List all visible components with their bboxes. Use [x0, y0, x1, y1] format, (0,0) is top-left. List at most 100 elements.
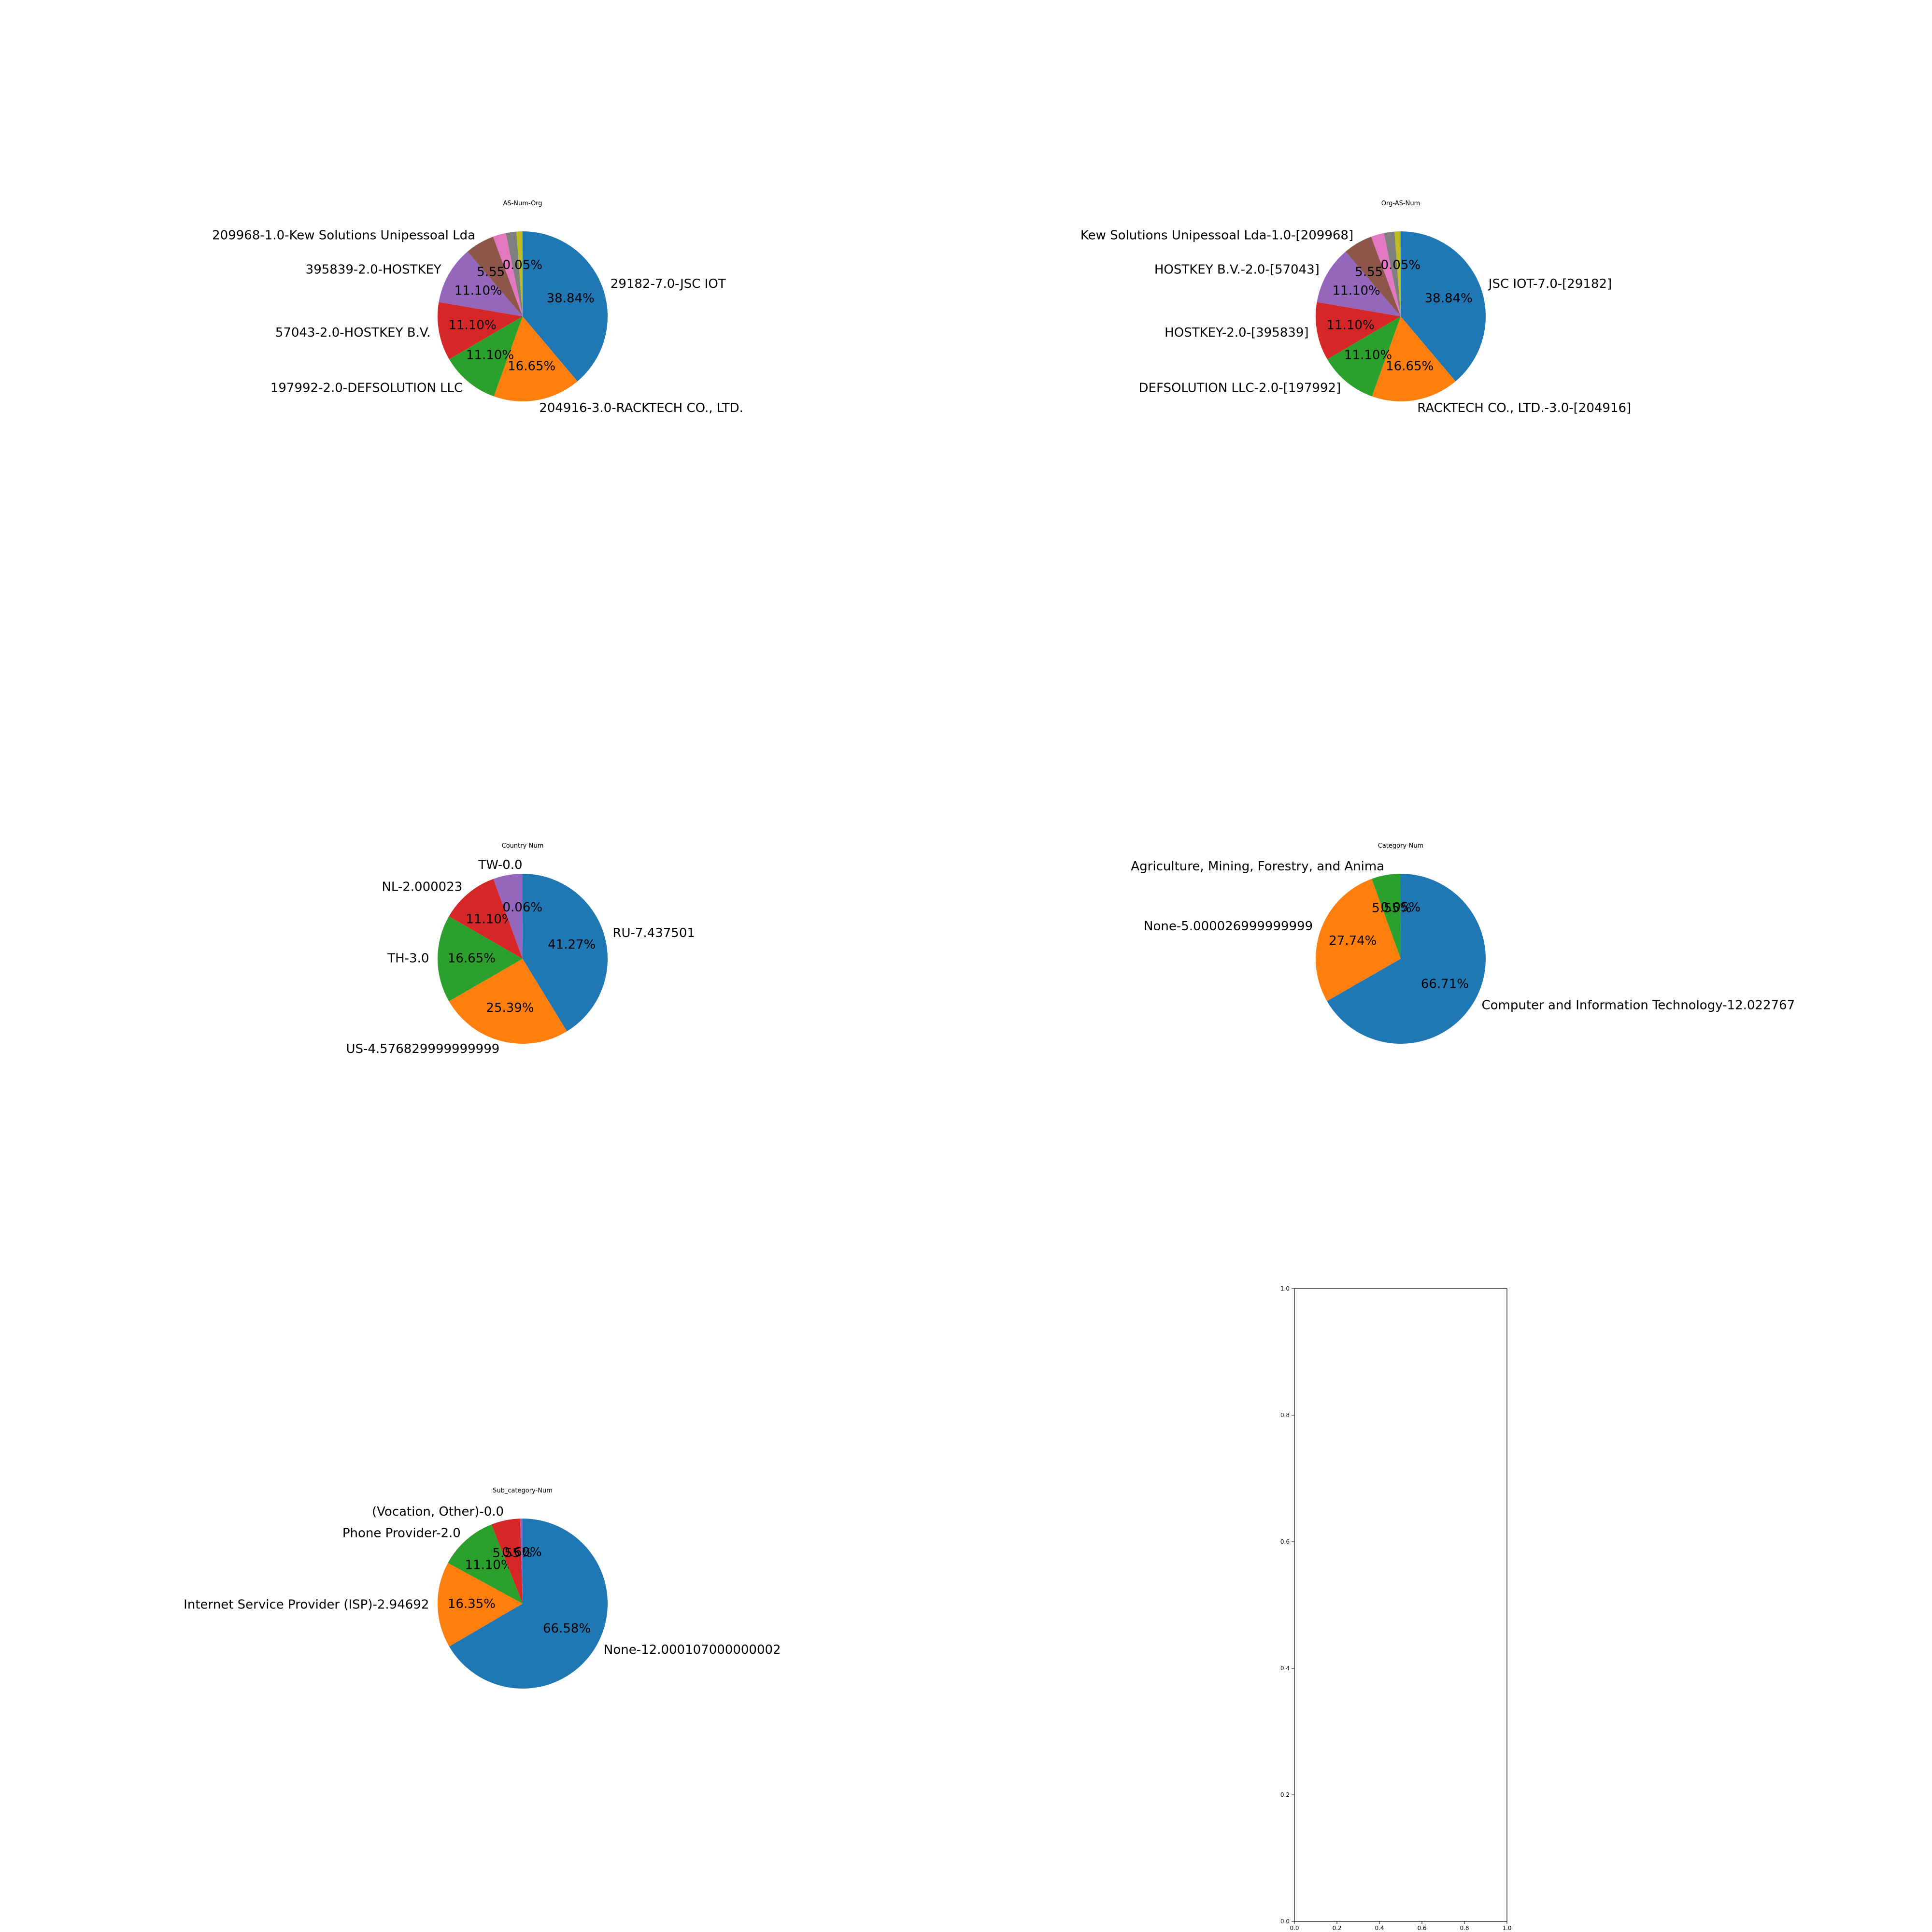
pie-slice [1401, 231, 1486, 382]
pie-slice [449, 959, 567, 1044]
slice-percent-label: 66.71% [1421, 977, 1469, 991]
pie-slice [437, 1563, 523, 1647]
x-tick-label: 0.8 [1460, 1925, 1469, 1932]
y-tick-label: 0.8 [1280, 1412, 1290, 1419]
axes-frame [1294, 1288, 1507, 1922]
pie-chart-3: Country-Num 41.27% RU-7.437501 25.39% US-4.5… [346, 842, 695, 1056]
pie-slice [523, 231, 608, 382]
slice-label: JSC IOT-7.0-[29182] [1488, 277, 1612, 291]
pie-slice [439, 251, 523, 316]
y-tick-label: 0.6 [1280, 1538, 1290, 1545]
slice-label: 197992-2.0-DEFSOLUTION LLC [270, 381, 463, 395]
slice-percent-label: 38.84% [1425, 291, 1473, 306]
y-tick-label: 0.0 [1280, 1918, 1290, 1925]
pie-slice [1327, 874, 1486, 1044]
slice-percent-label: 27.74% [1329, 934, 1377, 948]
slice-label: (Vocation, Other)-0.0 [372, 1505, 504, 1519]
slice-label: DEFSOLUTION LLC-2.0-[197992] [1139, 381, 1341, 395]
slice-label: None-5.000026999999999 [1144, 919, 1313, 934]
slice-label: 57043-2.0-HOSTKEY B.V. [275, 326, 431, 340]
slice-label: 29182-7.0-JSC IOT [611, 277, 726, 291]
slice-percent-label: 0.60% [502, 1545, 542, 1560]
pie-slice [1371, 233, 1401, 316]
pie-title: Category-Num [1378, 842, 1423, 850]
slice-label: Kew Solutions Unipessoal Lda-1.0-[209968… [1080, 228, 1353, 243]
pie-slice [468, 237, 523, 316]
slice-label: RU-7.437501 [612, 926, 695, 940]
pie-slice [1384, 231, 1401, 316]
pie-title: AS-Num-Org [503, 200, 542, 207]
slice-percent-label: 11.10% [449, 318, 497, 332]
pie-slice [520, 1519, 523, 1604]
slice-percent-label: 11.10% [466, 348, 514, 363]
pie-slice [1317, 251, 1401, 316]
slice-percent-label: 41.27% [548, 938, 596, 952]
pie-title: Org-AS-Num [1381, 200, 1420, 207]
slice-percent-label: 5.55% [492, 1546, 532, 1561]
slice-percent-label: 11.10% [455, 284, 502, 298]
pie-slice [449, 316, 523, 397]
slice-percent-label: 11.10% [465, 1558, 513, 1572]
slice-label: TH-3.0 [387, 952, 429, 966]
pie-slice [449, 1519, 608, 1689]
pie-title: Sub_category-Num [493, 1487, 553, 1494]
y-tick-label: 1.0 [1280, 1285, 1290, 1292]
slice-percent-label: 25.39% [486, 1001, 534, 1015]
pie-slice [516, 231, 523, 316]
pie-title: Country-Num [502, 842, 544, 850]
slice-percent-label: 0.05% [1380, 900, 1421, 915]
slice-percent-label: 16.35% [448, 1597, 496, 1611]
slice-percent-label: 11.10% [1333, 284, 1380, 298]
x-tick-label: 0.2 [1332, 1925, 1341, 1932]
slice-percent-label: 38.84% [547, 291, 595, 306]
slice-label: Internet Service Provider (ISP)-2.94692 [184, 1598, 429, 1612]
pie-chart-5: Sub_category-Num 66.58% None-12.0001070000… [184, 1487, 781, 1689]
slice-label: None-12.000107000000002 [604, 1643, 781, 1657]
slice-label: Computer and Information Technology-12.0… [1482, 998, 1795, 1013]
pie-slice [1400, 231, 1401, 316]
slice-percent-label: 11.10% [1327, 318, 1375, 332]
y-tick-label: 0.2 [1280, 1791, 1290, 1798]
pie-slice [523, 874, 608, 1032]
pie-slice [1327, 316, 1401, 397]
pie-slice [1371, 874, 1401, 959]
pie-slice [449, 879, 523, 959]
slice-percent-label: 5.55% [1372, 901, 1412, 916]
x-tick-label: 1.0 [1502, 1925, 1511, 1932]
slice-label: US-4.576829999999999 [346, 1042, 499, 1056]
empty-axes: 0.0 0.2 0.4 0.6 0.8 1.0 0.0 0.2 0.4 0.6 0.8 1.0 [1280, 1285, 1512, 1932]
slice-percent-label: 66.58% [543, 1621, 591, 1636]
x-tick-label: 0.6 [1417, 1925, 1426, 1932]
slice-percent-label: 11.10% [466, 912, 513, 927]
slice-percent-label: 0.05% [1380, 258, 1421, 272]
slice-label: RACKTECH CO., LTD.-3.0-[204916] [1417, 401, 1631, 415]
pie-chart-2: Org-AS-Num 38.84% JSC IOT-7.0-[29182] 16.65… [1080, 200, 1631, 415]
pie-slice [1394, 231, 1401, 316]
slice-percent-label: 11.10% [1344, 348, 1392, 363]
slice-label: Agriculture, Mining, Forestry, and Anima [1131, 859, 1384, 874]
y-tick-label: 0.4 [1280, 1665, 1290, 1672]
slice-percent-label: 16.65% [508, 359, 555, 373]
slice-label: 209968-1.0-Kew Solutions Unipessoal Lda [212, 228, 475, 243]
pie-slice [522, 231, 523, 316]
pie-slice [493, 874, 523, 959]
pie-slice [522, 873, 523, 959]
slice-label: 395839-2.0-HOSTKEY [306, 263, 441, 277]
slice-label: HOSTKEY-2.0-[395839] [1165, 326, 1308, 340]
pie-slice [491, 1519, 523, 1604]
pie-slice [438, 916, 523, 1002]
x-tick-label: 0.4 [1375, 1925, 1384, 1932]
x-tick-label: 0.0 [1290, 1925, 1299, 1932]
slice-label: TW-0.0 [478, 858, 522, 872]
pie-slice [493, 233, 523, 316]
slice-label: Phone Provider-2.0 [342, 1526, 461, 1540]
slice-percent-label: 0.06% [502, 900, 542, 915]
pie-chart-1: AS-Num-Org 38.84% 29182-7.0-JSC IOT 16.65% 2… [212, 200, 743, 415]
pie-chart-4: Category-Num 66.71% Computer and Informati… [1131, 842, 1795, 1044]
pie-slice [1372, 316, 1456, 401]
pie-slice [506, 231, 523, 316]
slice-percent-label: 16.65% [1386, 359, 1434, 373]
slice-label: HOSTKEY B.V.-2.0-[57043] [1154, 263, 1320, 277]
slice-label: 204916-3.0-RACKTECH CO., LTD. [539, 401, 743, 415]
